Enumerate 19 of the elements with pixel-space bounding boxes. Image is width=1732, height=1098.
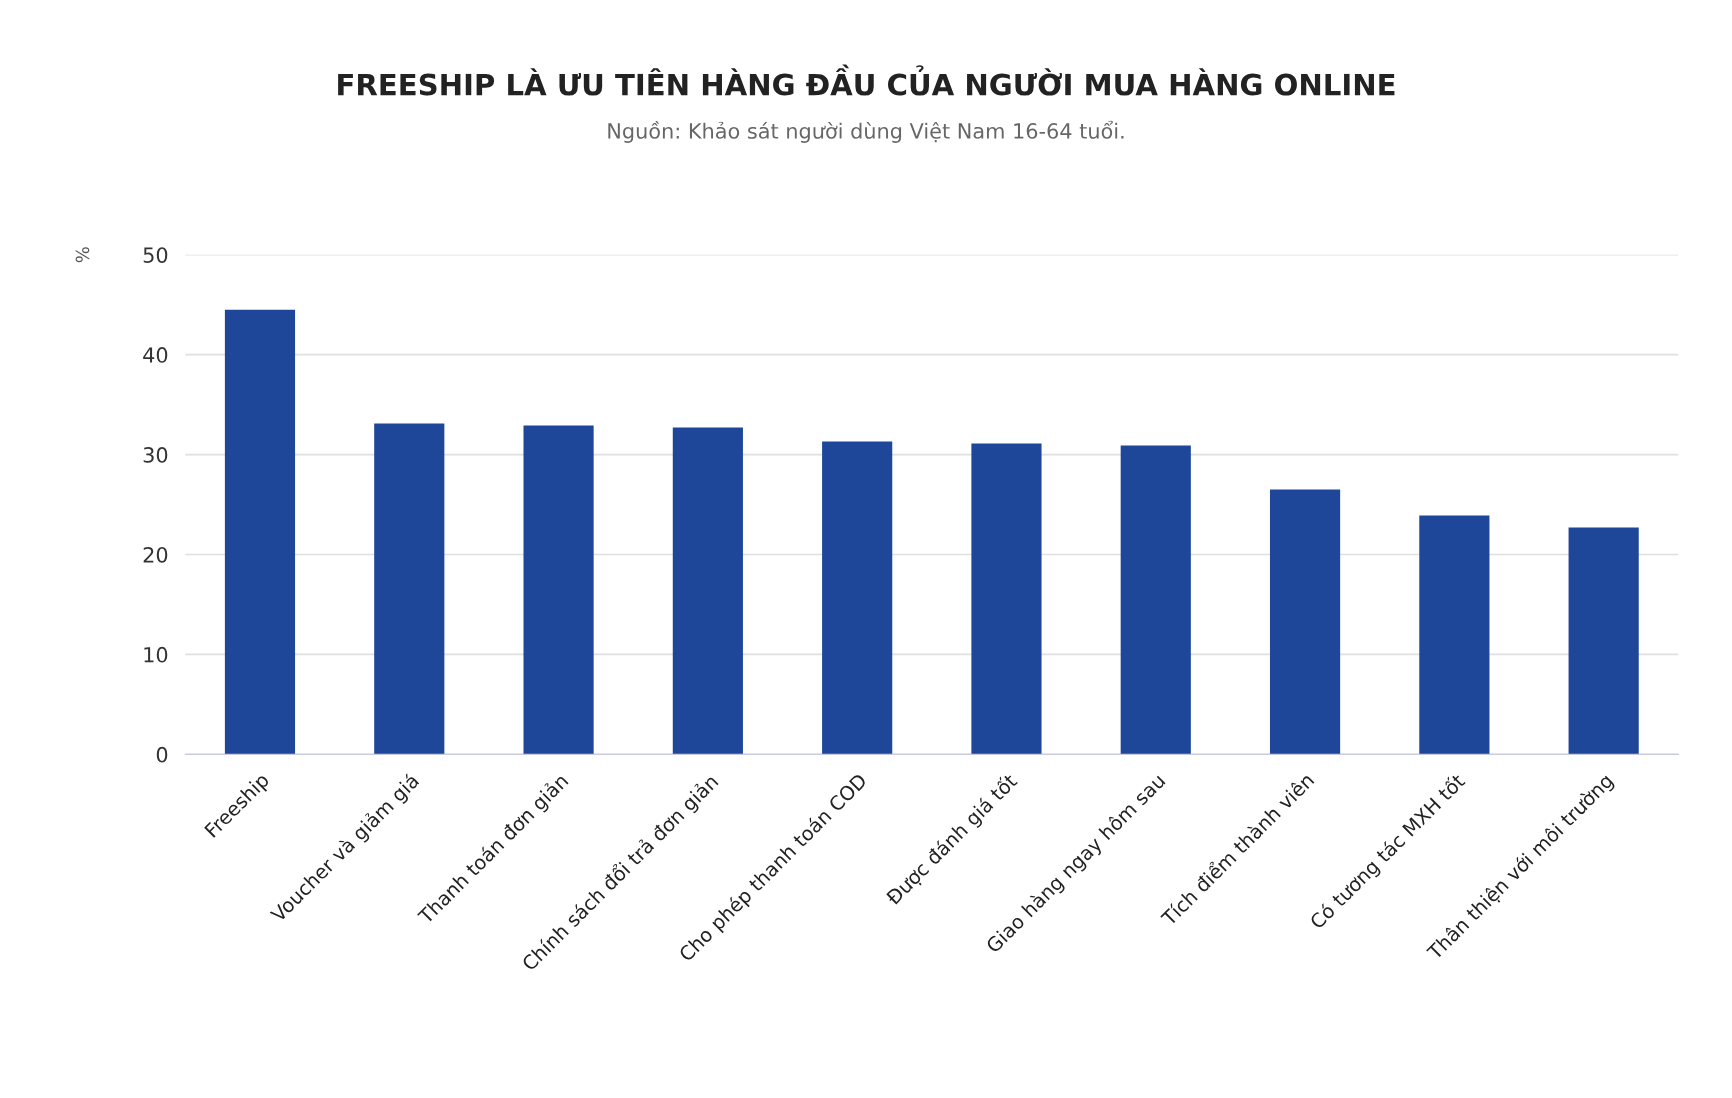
bar [672, 427, 743, 755]
y-tick-label: 40 [143, 347, 168, 363]
y-tick-label: 30 [143, 447, 168, 463]
bar [374, 423, 445, 755]
bar [224, 309, 296, 755]
y-tick-label: 0 [156, 746, 168, 763]
y-tick-label: 50 [143, 247, 168, 263]
bar [971, 443, 1042, 755]
chart-title: FREESHIP LÀ ƯU TIÊN HÀNG ĐẦU CỦA NGƯỜI MUA HÀNG ONLINE [338, 64, 1395, 96]
chart-subtitle: Nguồn: Khảo sát người dùng Việt Nam 16-64 tuổi. [608, 120, 1124, 143]
y-tick-label: 10 [144, 646, 168, 663]
bar [1120, 445, 1191, 755]
bar [1568, 527, 1639, 755]
y-axis-title: % [75, 247, 90, 263]
bar [1419, 515, 1490, 755]
bar [822, 441, 893, 755]
y-tick-label: 20 [143, 546, 168, 563]
bar [523, 425, 594, 755]
bar [1269, 489, 1341, 755]
